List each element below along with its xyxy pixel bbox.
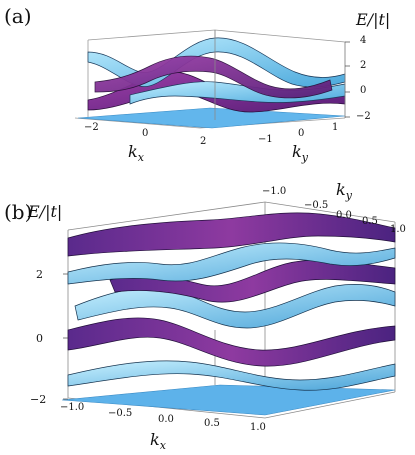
panel-a-z-axis-title: E/|t| [356,10,391,29]
panel-a-y-tick: 0 [298,128,305,139]
panel-b-y-axis-title: ky [336,180,352,203]
panel-b-y-tick: 0.5 [362,216,378,227]
panel-a-x-axis-title: kx [128,142,144,165]
panel-a-y-tick: −1 [258,134,273,145]
panel-b-surface-plot [61,201,396,419]
panel-b-y-tick: 1.0 [390,224,406,235]
panel-b-x-tick: 0.0 [158,414,174,425]
panel-b-band-dark-upper [109,259,396,303]
panel-b-y-tick: −0.5 [304,200,329,211]
panel-b-x-axis-title: kx [150,430,166,453]
panel-a: (a) [0,0,415,172]
panel-b-z-tick: −2 [30,393,47,406]
panel-b-z-axis-title: E/|t| [28,202,63,221]
panel-b-band-light-low [67,360,396,391]
panel-a-flat-band [77,107,346,129]
panel-a-upper-band-dark [94,55,333,99]
panel-a-z-tick: 0 [360,85,367,96]
panel-a-label: (a) [4,4,32,28]
panel-b-band-light-upper [67,242,396,285]
panel-a-x-tick: 0 [142,128,149,139]
panel-b-flat-band [61,384,396,416]
panel-b-x-tick: −0.5 [108,408,133,419]
panel-a-surface-plot [74,29,350,129]
panel-a-z-tick: 4 [360,35,367,46]
panel-b-y-tick: 0.0 [336,210,352,221]
panel-a-x-tick: 2 [200,136,207,147]
panel-a-y-axis-title: ky [292,142,308,165]
panel-a-z-tick: 2 [360,60,367,71]
panel-b-band-dark-top [67,212,396,257]
panel-a-x-tick: −2 [84,122,99,133]
panel-b-label: (b) [4,200,33,224]
panel-a-z-tick: −2 [356,111,371,122]
panel-b-band-dark-mid-low [67,317,396,367]
panel-b-y-tick: −1.0 [262,186,287,197]
panel-b-x-tick: −1.0 [60,402,85,413]
panel-b: (b) E/|t| [0,180,415,455]
panel-a-y-tick: 1 [332,122,339,133]
panel-b-z-tick: 0 [36,332,43,345]
panel-b-x-tick: 0.5 [204,418,220,429]
panel-b-z-tick: 2 [36,268,43,281]
panel-b-x-tick: 1.0 [250,422,266,433]
